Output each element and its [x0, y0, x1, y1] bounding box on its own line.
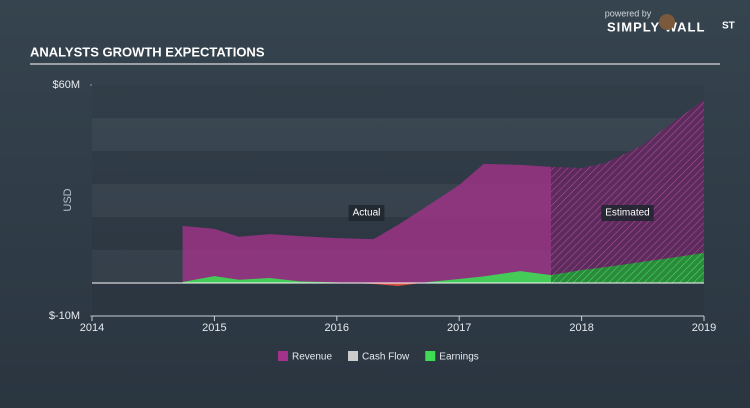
- legend-label: Cash Flow: [362, 352, 410, 363]
- x-tick-label: 2016: [325, 322, 349, 334]
- chart-title: ANALYSTS GROWTH EXPECTATIONS: [30, 44, 265, 59]
- x-tick-label: 2015: [202, 322, 226, 334]
- legend-swatch: [425, 351, 436, 361]
- plot-band: [92, 118, 704, 151]
- y-tick-label: $-10M: [49, 310, 80, 322]
- annotation-label: Actual: [353, 208, 381, 219]
- annotation: Estimated: [601, 205, 654, 221]
- x-tick-label: 2014: [80, 322, 104, 334]
- brand-suffix: ST: [722, 21, 735, 32]
- x-tick-label: 2017: [447, 322, 471, 334]
- x-tick-label: 2018: [569, 322, 593, 334]
- legend-swatch: [278, 351, 288, 361]
- x-tick-label: 2019: [692, 322, 716, 334]
- powered-by: powered by: [605, 8, 652, 18]
- annotation-box: [601, 205, 654, 221]
- plot-band: [92, 283, 704, 316]
- brand-logo: [659, 14, 675, 30]
- brand-name: SIMPLY WALL: [607, 19, 705, 34]
- annotation-box: [348, 205, 385, 221]
- legend-label: Earnings: [439, 352, 478, 363]
- y-tick-label: $60M: [52, 79, 80, 91]
- plot-band: [92, 85, 704, 118]
- y-axis-label: USD: [62, 188, 74, 211]
- legend-label: Revenue: [292, 352, 332, 363]
- legend-swatch: [348, 351, 359, 361]
- annotation-label: Estimated: [605, 208, 649, 219]
- annotation: Actual: [348, 205, 385, 221]
